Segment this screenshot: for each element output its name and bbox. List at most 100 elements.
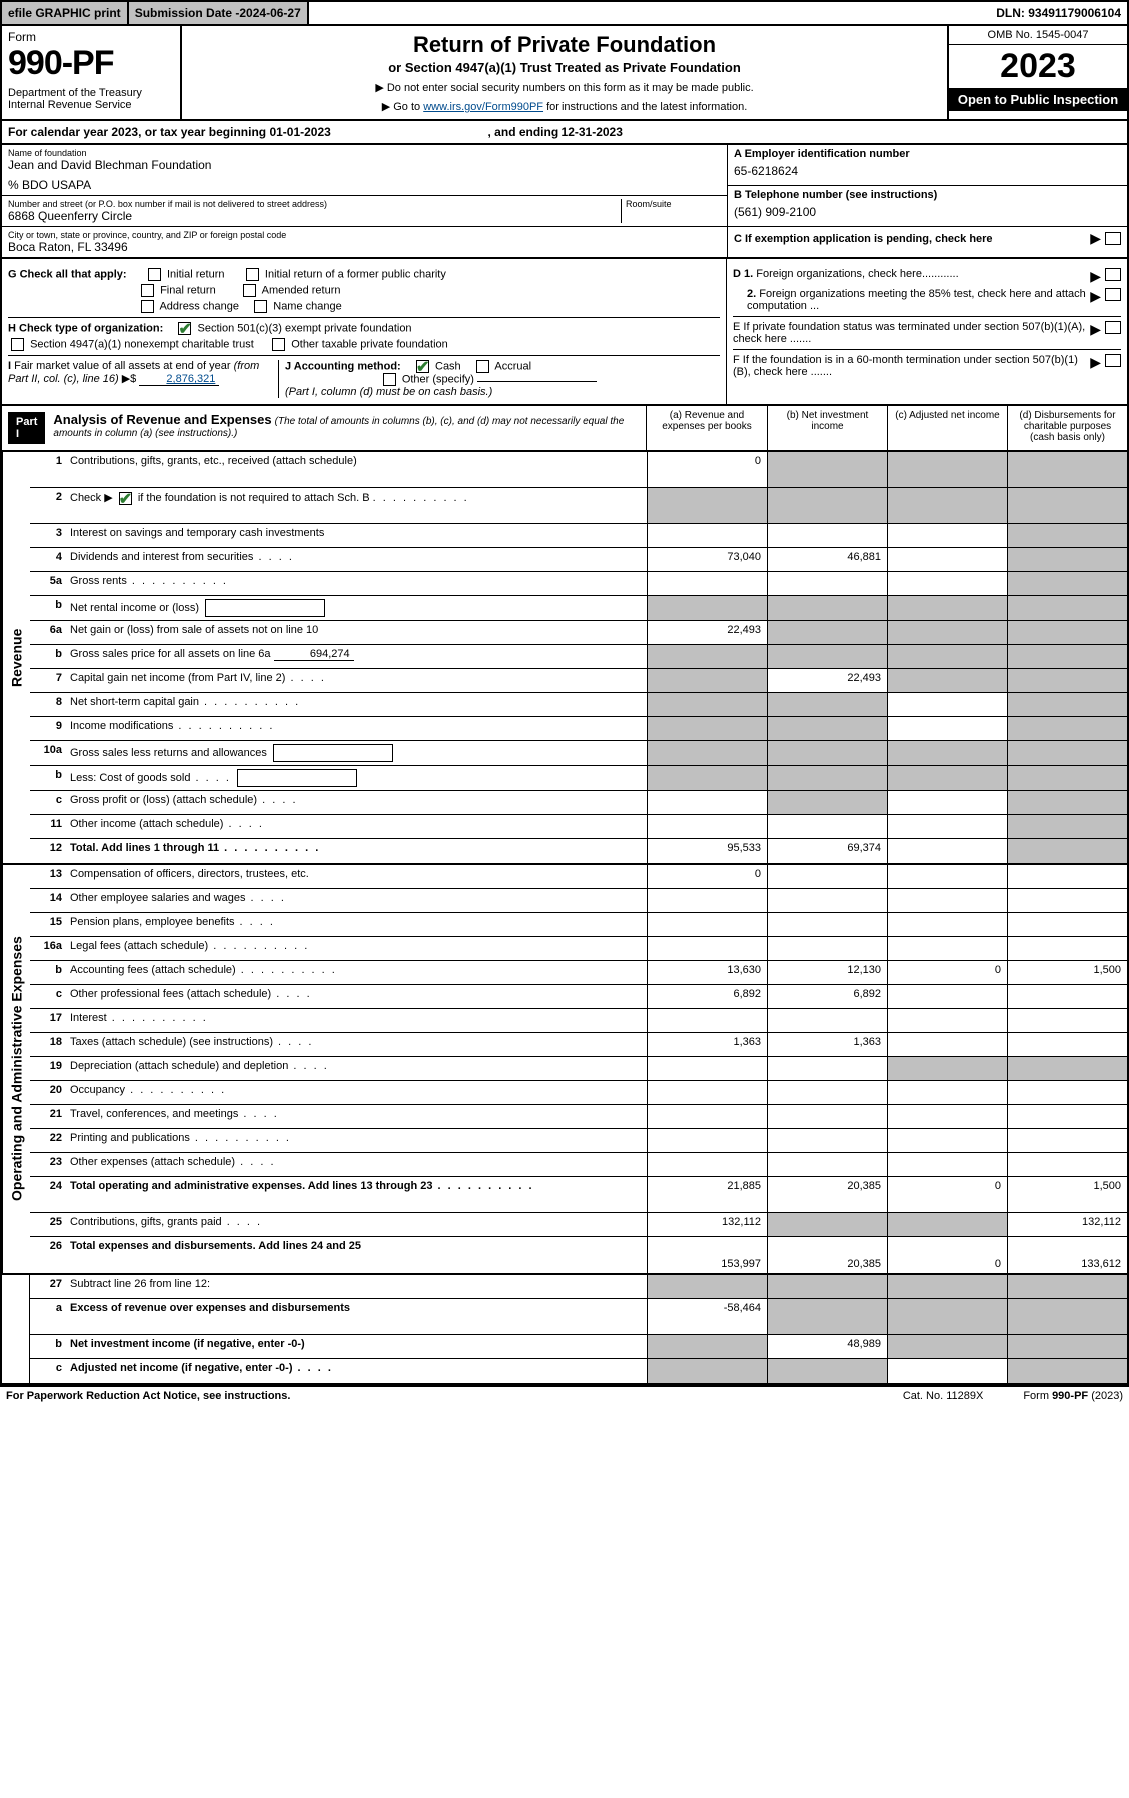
footer-right: Form 990-PF (2023) (1023, 1390, 1123, 1402)
part1-title: Analysis of Revenue and Expenses (53, 412, 271, 427)
cb-accrual[interactable] (476, 360, 489, 373)
line-16a: 16aLegal fees (attach schedule) (30, 937, 1127, 961)
line-12: 12Total. Add lines 1 through 11 95,53369… (30, 839, 1127, 863)
cb-501c3[interactable] (178, 322, 191, 335)
dept-treasury: Department of the TreasuryInternal Reven… (8, 87, 174, 111)
col-a-header: (a) Revenue and expenses per books (647, 406, 767, 450)
cb-cash[interactable] (416, 360, 429, 373)
line-14: 14Other employee salaries and wages (30, 889, 1127, 913)
line-16c: cOther professional fees (attach schedul… (30, 985, 1127, 1009)
cb-4947a1[interactable] (11, 338, 24, 351)
line-21: 21Travel, conferences, and meetings (30, 1105, 1127, 1129)
l16b-a: 13,630 (647, 961, 767, 984)
cb-final-return[interactable] (141, 284, 154, 297)
e-text: E If private foundation status was termi… (733, 321, 1090, 345)
i-j-row: I Fair market value of all assets at end… (8, 355, 720, 398)
care-of: % BDO USAPA (8, 178, 721, 192)
expenses-table: Operating and Administrative Expenses 13… (0, 865, 1129, 1275)
sub-date-prefix: Submission Date - (135, 6, 240, 20)
line-2: 2 Check ▶ if the foundation is not requi… (30, 488, 1127, 524)
l16b-b: 12,130 (767, 961, 887, 984)
l25-d: 132,112 (1007, 1213, 1127, 1236)
form-number: 990-PF (8, 44, 114, 82)
line27-table: 27Subtract line 26 from line 12: aExcess… (0, 1275, 1129, 1385)
exemption-checkbox[interactable] (1105, 232, 1121, 245)
j-note: (Part I, column (d) must be on cash basi… (285, 386, 720, 398)
l26-c: 0 (995, 1258, 1001, 1270)
l26-a: 153,997 (721, 1258, 761, 1270)
part1-label: Part I (8, 412, 45, 444)
cb-f[interactable] (1105, 354, 1121, 367)
line-20: 20Occupancy (30, 1081, 1127, 1105)
h1: Section 501(c)(3) exempt private foundat… (198, 322, 412, 334)
g4: Amended return (262, 284, 341, 296)
footer: For Paperwork Reduction Act Notice, see … (0, 1385, 1129, 1405)
l27b-desc: Net investment income (if negative, ente… (66, 1335, 647, 1358)
l7-desc: Capital gain net income (from Part IV, l… (66, 669, 647, 692)
arrow-icon: ▶ (1090, 288, 1101, 312)
line-27a: aExcess of revenue over expenses and dis… (30, 1299, 1127, 1335)
cb-initial-return[interactable] (148, 268, 161, 281)
l1-a: 0 (647, 452, 767, 487)
h-label: H Check type of organization: (8, 322, 163, 334)
cb-initial-former[interactable] (246, 268, 259, 281)
l27-desc: Subtract line 26 from line 12: (66, 1275, 647, 1298)
check-section: G Check all that apply: Initial return I… (0, 259, 1129, 406)
l27b-b: 48,989 (767, 1335, 887, 1358)
fmv-link[interactable]: 2,876,321 (139, 373, 219, 386)
form-year-block: OMB No. 1545-0047 2023 Open to Public In… (947, 26, 1127, 119)
line-25: 25Contributions, gifts, grants paid 132,… (30, 1213, 1127, 1237)
form-title-block: Return of Private Foundation or Section … (182, 26, 947, 119)
j-block: J Accounting method: Cash Accrual Other … (278, 360, 720, 398)
l23-desc: Other expenses (attach schedule) (66, 1153, 647, 1176)
calendar-year-row: For calendar year 2023, or tax year begi… (0, 121, 1129, 145)
irs-link[interactable]: www.irs.gov/Form990PF (423, 101, 543, 113)
room-label: Room/suite (626, 199, 721, 209)
line-16b: bAccounting fees (attach schedule) 13,63… (30, 961, 1127, 985)
form-title: Return of Private Foundation (188, 32, 941, 58)
line-11: 11Other income (attach schedule) (30, 815, 1127, 839)
l6a-desc: Net gain or (loss) from sale of assets n… (66, 621, 647, 644)
h-row2: Section 4947(a)(1) nonexempt charitable … (8, 338, 720, 351)
city-row: City or town, state or province, country… (2, 227, 727, 257)
l16c-desc: Other professional fees (attach schedule… (66, 985, 647, 1008)
g-row: G Check all that apply: Initial return I… (8, 268, 720, 281)
l16b-desc: Accounting fees (attach schedule) (66, 961, 647, 984)
cb-d2[interactable] (1105, 288, 1121, 301)
line-9: 9Income modifications (30, 717, 1127, 741)
l6a-a: 22,493 (647, 621, 767, 644)
line-4: 4Dividends and interest from securities … (30, 548, 1127, 572)
l12-desc: Total. Add lines 1 through 11 (66, 839, 647, 863)
cb-sch-b[interactable] (119, 492, 132, 505)
revenue-table: Revenue 1Contributions, gifts, grants, e… (0, 452, 1129, 865)
footer-mid: Cat. No. 11289X (903, 1390, 984, 1402)
name-row: Name of foundation Jean and David Blechm… (2, 145, 727, 196)
cb-other-method[interactable] (383, 373, 396, 386)
g-row3: Address change Name change (8, 300, 720, 313)
form-header: Form 990-PF Department of the TreasuryIn… (0, 26, 1129, 121)
city-label: City or town, state or province, country… (8, 230, 721, 240)
room-suite: Room/suite (621, 199, 721, 223)
cb-address-change[interactable] (141, 300, 154, 313)
line-27c: cAdjusted net income (if negative, enter… (30, 1359, 1127, 1383)
l27a-a: -58,464 (647, 1299, 767, 1334)
cb-e[interactable] (1105, 321, 1121, 334)
l11-desc: Other income (attach schedule) (66, 815, 647, 838)
efile-print-button[interactable]: efile GRAPHIC print (2, 2, 129, 24)
l24-desc: Total operating and administrative expen… (66, 1177, 647, 1212)
ein-value: 65-6218624 (734, 160, 1121, 182)
cb-other-taxable[interactable] (272, 338, 285, 351)
l10b-desc: Less: Cost of goods sold (66, 766, 647, 790)
line-18: 18Taxes (attach schedule) (see instructi… (30, 1033, 1127, 1057)
cb-name-change[interactable] (254, 300, 267, 313)
cb-amended-return[interactable] (243, 284, 256, 297)
l13-a: 0 (647, 865, 767, 888)
cb-d1[interactable] (1105, 268, 1121, 281)
line-1: 1Contributions, gifts, grants, etc., rec… (30, 452, 1127, 488)
d1-row: D 1. Foreign organizations, check here..… (733, 268, 1121, 285)
line-22: 22Printing and publications (30, 1129, 1127, 1153)
l13-desc: Compensation of officers, directors, tru… (66, 865, 647, 888)
l16a-desc: Legal fees (attach schedule) (66, 937, 647, 960)
line-24: 24Total operating and administrative exp… (30, 1177, 1127, 1213)
l6b-desc: Gross sales price for all assets on line… (66, 645, 647, 668)
